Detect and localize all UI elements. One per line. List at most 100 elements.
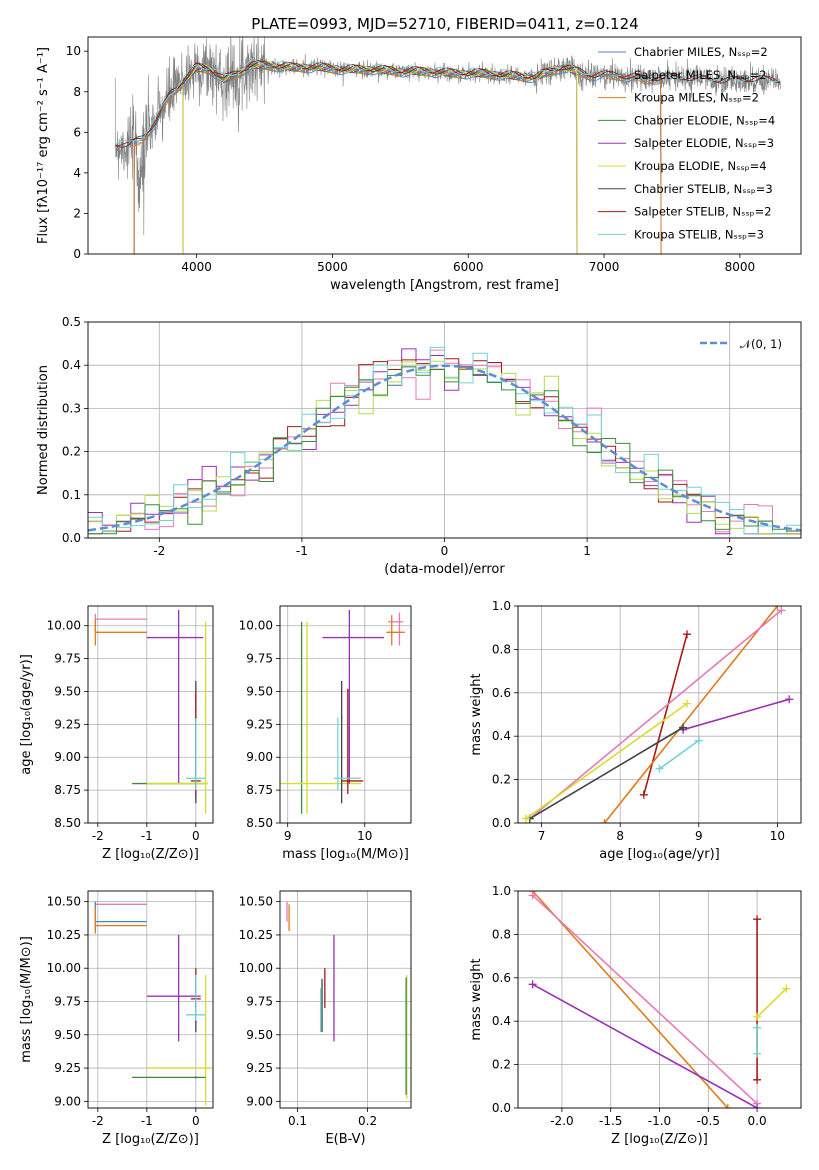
y-tick-label: 0.2: [492, 1058, 511, 1072]
y-tick-label: 9.50: [54, 1028, 81, 1042]
point-marker: [655, 764, 664, 773]
y-tick-label: 9.25: [246, 717, 273, 731]
chart-age_vs_mass: 9 10 8.50 8.75 9.00 9.25 9.50 9.75 10.00 mass [lo…: [239, 605, 412, 862]
plot-area: [521, 606, 794, 823]
point-marker: [694, 736, 703, 745]
plot-area: [94, 901, 211, 1106]
axes-frame: [87, 36, 802, 255]
axes-frame: [517, 890, 802, 1109]
y-tick-label: 6: [73, 125, 81, 139]
x-tick-label: -1: [141, 1114, 153, 1128]
series-line: [525, 702, 688, 820]
y-tick-label: 9.25: [54, 1061, 81, 1075]
point-marker: [753, 1104, 762, 1108]
x-axis-label: Z [log₁₀(Z/Z⊙)]: [611, 1132, 708, 1147]
series-line: [529, 726, 684, 820]
point-marker: [753, 1012, 762, 1021]
point-marker: [600, 819, 609, 823]
point-marker: [683, 630, 692, 639]
y-tick-label: 0.6: [492, 686, 511, 700]
y-tick-label: 9.75: [54, 994, 81, 1008]
series-line: [529, 609, 782, 820]
y-tick-label: 9.25: [54, 717, 81, 731]
legend-label: Chabrier ELODIE, Nₛₛₚ=4: [634, 113, 775, 127]
y-tick-label: 9.00: [246, 1094, 273, 1108]
y-tick-label: 0: [73, 247, 81, 261]
histogram-step: [88, 346, 801, 535]
point-marker: [785, 695, 794, 704]
axes-frame: [87, 605, 214, 824]
x-tick-label: -1: [141, 829, 153, 843]
series-line: [603, 606, 779, 823]
chart-weight_vs_age: 7 8 9 10 0.0 0.2 0.4 0.6 0.8 1.0 age [log₁₀(age/yr…: [469, 599, 802, 862]
legend-label: Kroupa ELODIE, Nₛₛₚ=4: [634, 159, 767, 173]
point-marker: [528, 980, 537, 989]
legend-label: Salpeter ELODIE, Nₛₛₚ=3: [634, 136, 774, 150]
y-tick-label: 8.50: [246, 816, 273, 830]
point-marker: [683, 699, 692, 708]
x-tick-label: -1.5: [599, 1114, 622, 1128]
model-line: [115, 60, 781, 147]
y-tick-label: 9.75: [54, 652, 81, 666]
x-axis-label: Z [log₁₀(Z/Z⊙)]: [102, 847, 199, 862]
y-tick-label: 10.00: [239, 619, 273, 633]
y-tick-label: 10: [66, 44, 81, 58]
y-tick-label: 4: [73, 166, 81, 180]
x-axis-label: age [log₁₀(age/yr)]: [599, 847, 720, 862]
series-line: [682, 698, 790, 731]
plot-area: [94, 609, 209, 814]
y-tick-label: 0.4: [492, 729, 511, 743]
chart-mass_vs_Z: -2 -1 0 9.00 9.25 9.50 9.75 10.00 10.25 10.50 Z [l…: [19, 890, 214, 1147]
axes-frame: [279, 605, 412, 824]
x-tick-label: 0: [192, 1114, 200, 1128]
legend-label: Chabrier MILES, Nₛₛₚ=2: [634, 45, 768, 59]
plot-area: [114, 37, 781, 254]
legend-label: Kroupa STELIB, Nₛₛₚ=3: [634, 227, 764, 241]
x-tick-label: 0.2: [358, 1114, 377, 1128]
y-tick-label: 0.2: [62, 445, 81, 459]
histogram-step: [88, 366, 801, 535]
y-tick-label: 1.0: [492, 599, 511, 613]
y-tick-label: 0.3: [62, 401, 81, 415]
x-tick-label: 7000: [589, 260, 620, 274]
x-tick-label: 0: [441, 544, 449, 558]
point-marker: [782, 984, 791, 993]
plot-area: [88, 346, 801, 535]
y-tick-label: 1.0: [492, 884, 511, 898]
y-tick-label: 9.00: [54, 1094, 81, 1108]
point-marker: [753, 1049, 762, 1058]
y-axis-label: age [log₁₀(age/yr)]: [19, 654, 34, 775]
axes-frame: [87, 321, 802, 539]
legend-label: Kroupa MILES, Nₛₛₚ=2: [634, 91, 759, 105]
legend-label: Salpeter MILES, Nₛₛₚ=2: [634, 68, 767, 82]
x-tick-label: -2: [92, 829, 104, 843]
chart-weight_vs_Z: -2.0 -1.5 -1.0 -0.5 0.0 0.0 0.2 0.4 0.6 0.8 1.0 Z […: [469, 884, 802, 1147]
x-tick-label: -2.0: [550, 1114, 573, 1128]
figure-title: PLATE=0993, MJD=52710, FIBERID=0411, z=0…: [251, 15, 638, 33]
series-line: [532, 894, 758, 1105]
legend-label: 𝒩(0, 1): [740, 337, 782, 351]
point-marker: [528, 891, 537, 900]
x-tick-label: 10: [770, 829, 785, 843]
model-line: [115, 59, 781, 145]
axes-frame: [517, 605, 802, 824]
x-tick-label: 0.0: [748, 1114, 767, 1128]
point-marker: [773, 606, 782, 610]
y-tick-label: 8.50: [54, 816, 81, 830]
series-line: [643, 633, 688, 796]
x-tick-label: 9: [284, 829, 292, 843]
x-axis-label: wavelength [Angstrom, rest frame]: [330, 278, 559, 293]
point-marker: [753, 915, 762, 924]
point-marker: [679, 723, 688, 732]
x-tick-label: 10: [357, 829, 372, 843]
plot-area: [286, 901, 408, 1099]
x-tick-label: 4000: [181, 260, 212, 274]
x-tick-label: 2: [726, 544, 734, 558]
x-tick-label: 8000: [725, 260, 756, 274]
chart-spectrum: 4000 5000 6000 7000 8000 0 2 4 6 8 10 wavelength [A…: [36, 36, 802, 293]
point-marker: [777, 606, 786, 615]
x-axis-label: Z [log₁₀(Z/Z⊙)]: [102, 1132, 199, 1147]
y-axis-label: mass weight: [469, 958, 484, 1040]
model-line: [133, 63, 662, 254]
